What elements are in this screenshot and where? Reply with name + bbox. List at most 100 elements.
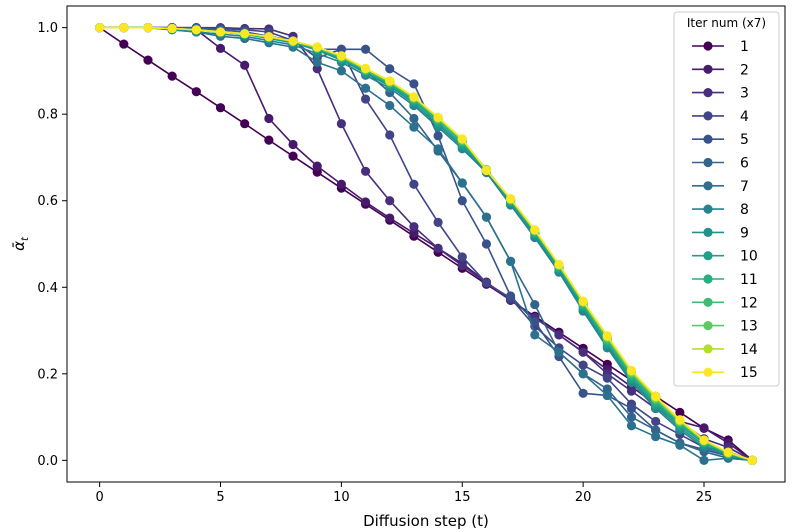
data-point	[385, 100, 395, 111]
data-point	[143, 23, 153, 33]
data-point	[626, 421, 637, 431]
data-point	[578, 347, 588, 357]
data-point	[360, 166, 371, 176]
data-point	[651, 431, 661, 442]
data-point	[360, 44, 371, 54]
legend-entry: 7	[692, 179, 749, 195]
series-line	[99, 26, 753, 462]
data-point	[360, 83, 371, 93]
legend-marker	[703, 321, 713, 331]
data-point	[191, 87, 201, 97]
data-point	[409, 222, 419, 232]
data-point	[360, 94, 371, 104]
legend-entry: 6	[692, 156, 749, 172]
data-point	[336, 66, 346, 76]
legend-title: Iter num (x7)	[687, 16, 766, 30]
plot-frame	[66, 5, 786, 483]
data-point	[215, 103, 226, 113]
legend-entry: 11	[692, 272, 758, 288]
data-point	[675, 440, 685, 450]
legend-marker	[703, 111, 713, 121]
data-point	[336, 51, 346, 61]
data-point	[578, 360, 588, 370]
legend-label: 5	[740, 132, 749, 148]
data-point	[119, 23, 129, 33]
x-tick-label: 15	[454, 490, 471, 505]
data-point	[651, 425, 661, 435]
data-point	[723, 447, 733, 457]
data-point	[481, 212, 492, 222]
legend-entry: 13	[692, 319, 758, 335]
data-point	[95, 23, 105, 33]
x-tick-label: 0	[95, 490, 103, 505]
legend-label: 10	[740, 249, 758, 265]
x-tick-label: 25	[696, 490, 713, 505]
data-point	[409, 113, 419, 124]
data-point	[530, 330, 540, 340]
data-point	[626, 412, 637, 422]
data-point	[264, 113, 274, 124]
data-point	[143, 55, 153, 65]
y-tick-label: 0.2	[37, 367, 58, 382]
data-point	[264, 135, 274, 145]
legend-entry: 5	[692, 132, 749, 148]
data-point	[651, 416, 661, 427]
data-point	[288, 151, 298, 161]
data-point	[385, 76, 395, 86]
data-point	[433, 243, 443, 253]
data-point	[530, 299, 540, 310]
data-point	[433, 131, 443, 141]
legend-label: 3	[740, 86, 749, 102]
data-point	[167, 71, 177, 81]
series-15	[95, 23, 757, 465]
y-axis-label-subscript: t	[20, 236, 31, 241]
data-point	[578, 388, 588, 398]
data-point	[602, 390, 612, 401]
data-point	[336, 179, 346, 189]
x-tick-label: 20	[575, 490, 592, 505]
data-point	[506, 291, 516, 301]
legend-entry: 8	[692, 202, 749, 218]
legend-label: 13	[740, 319, 758, 335]
legend-box	[673, 11, 780, 387]
legend-label: 12	[740, 295, 758, 311]
data-point	[675, 407, 685, 417]
legend-marker	[703, 274, 713, 284]
data-point	[626, 365, 637, 375]
legend-marker	[703, 181, 713, 191]
data-point	[433, 144, 443, 154]
legend-marker	[703, 157, 713, 168]
data-point	[457, 178, 467, 188]
data-point	[699, 455, 709, 465]
legend-marker	[703, 367, 713, 377]
y-axis-ticks: 0.0 0.2 0.4 0.6 0.8 1.0	[37, 21, 67, 469]
data-point	[699, 435, 709, 445]
data-point	[240, 29, 250, 39]
legend-marker	[703, 41, 713, 51]
legend-entry: 12	[692, 295, 758, 311]
legend-label: 11	[740, 272, 758, 288]
data-point	[626, 386, 637, 396]
legend-marker	[703, 88, 713, 98]
data-point	[385, 196, 395, 206]
data-point	[626, 403, 637, 414]
data-point	[409, 122, 419, 132]
x-axis-ticks: 0 5 10 15 20 25	[95, 482, 712, 505]
data-point	[336, 44, 346, 54]
series-line	[99, 26, 753, 462]
data-point	[457, 196, 467, 206]
y-tick-label: 0.4	[37, 281, 58, 296]
data-point	[385, 64, 395, 74]
legend-entry: 4	[692, 109, 749, 125]
data-point	[457, 134, 467, 144]
legend-marker	[703, 134, 713, 144]
data-point	[578, 369, 588, 379]
legend-marker	[703, 251, 713, 261]
y-tick-label: 0.6	[37, 194, 58, 209]
legend-marker	[703, 344, 713, 354]
data-point	[481, 165, 492, 176]
data-point	[215, 43, 226, 54]
